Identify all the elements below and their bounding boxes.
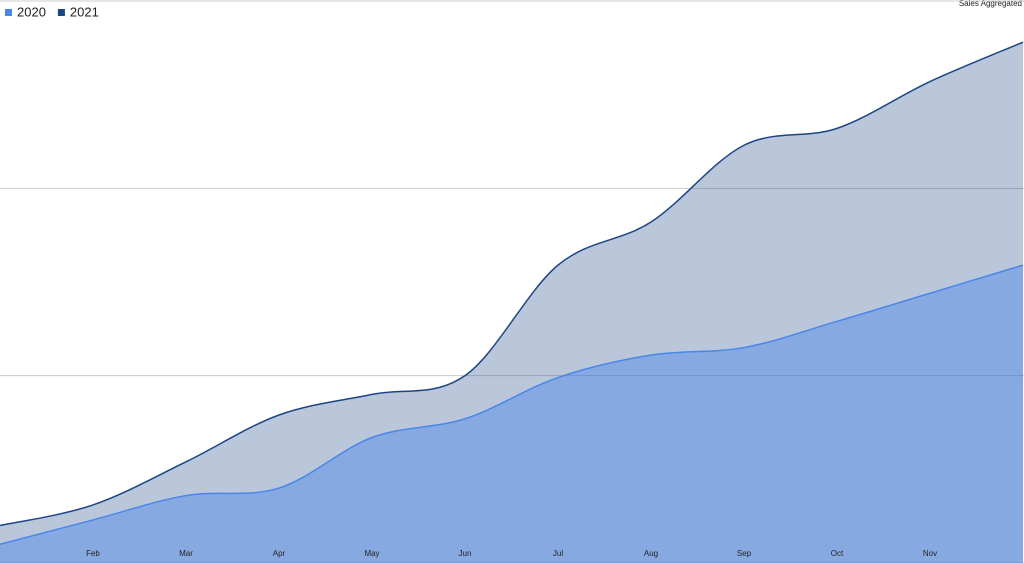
x-tick-label: May [364,549,379,558]
line [0,41,1024,527]
x-tick-label: Sep [737,549,752,558]
legend-label: 2021 [70,4,99,19]
area [0,42,1023,563]
x-tick-label: Feb [86,549,100,558]
chart-title: Sales Aggregated [959,0,1022,8]
x-tick-label: Mar [179,549,193,558]
x-tick-label: Jul [553,549,563,558]
x-tick-label: Aug [644,549,658,558]
x-tick-label: Oct [831,549,844,558]
legend-label: 2020 [17,4,46,19]
x-tick-label: Nov [923,549,937,558]
area [0,265,1023,563]
line [0,264,1024,545]
x-tick-label: Apr [273,549,286,558]
x-tick-label: Jun [459,549,472,558]
legend-swatch [5,9,12,16]
legend-swatch [57,9,65,16]
